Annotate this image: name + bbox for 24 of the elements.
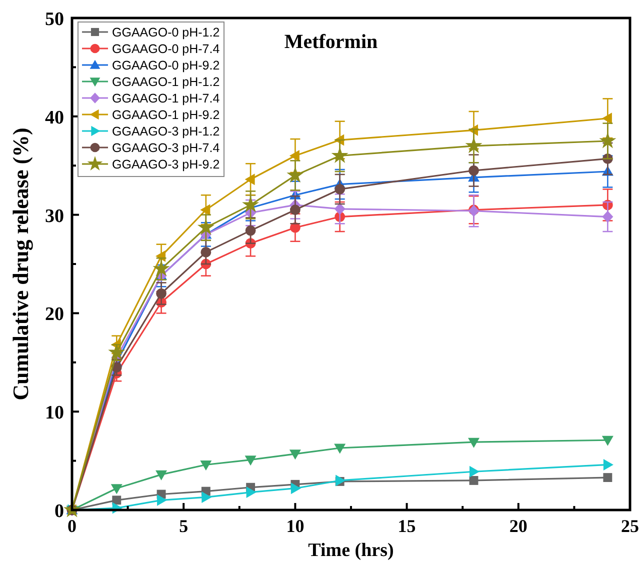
legend-label: GGAAGO-0 pH-9.2: [112, 58, 220, 72]
y-tick-label: 50: [45, 9, 64, 30]
x-tick-label: 15: [398, 516, 416, 536]
legend-label: GGAAGO-3 pH-7.4: [112, 141, 220, 155]
legend-label: GGAAGO-3 pH-9.2: [112, 158, 220, 172]
legend-label: GGAAGO-1 pH-7.4: [112, 92, 220, 106]
legend-label: GGAAGO-1 pH-1.2: [112, 75, 220, 89]
y-tick-label: 40: [45, 107, 64, 128]
legend-label: GGAAGO-0 pH-7.4: [112, 42, 220, 56]
y-tick-label: 20: [45, 304, 64, 326]
x-tick-label: 10: [286, 516, 304, 536]
legend-label: GGAAGO-1 pH-9.2: [112, 108, 220, 122]
y-tick-label: 0: [54, 501, 64, 522]
x-axis-title: Time (hrs): [308, 540, 394, 561]
text: Metformin: [284, 31, 378, 53]
y-tick-label: 10: [45, 402, 64, 424]
x-tick-label: 20: [509, 516, 528, 536]
x-tick-label: 25: [621, 516, 639, 536]
legend-label: GGAAGO-3 pH-1.2: [112, 124, 220, 138]
y-axis-title: Cumulative drug release (%): [8, 128, 33, 400]
x-tick-label: 5: [179, 516, 188, 536]
legend-label: GGAAGO-0 pH-1.2: [112, 26, 220, 40]
y-tick-label: 30: [45, 206, 64, 227]
x-tick-label: 0: [68, 516, 76, 536]
